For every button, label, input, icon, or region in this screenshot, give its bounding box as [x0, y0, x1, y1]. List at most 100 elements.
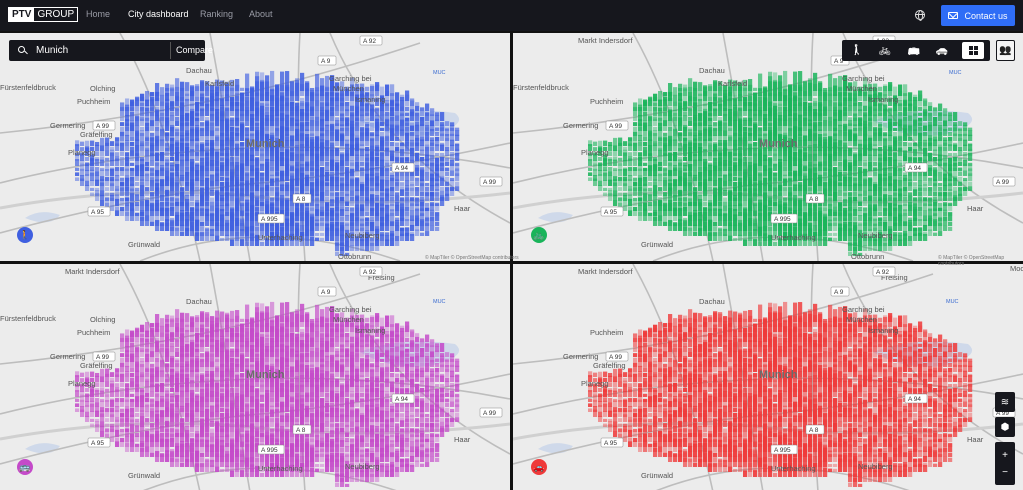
map-panel-bike[interactable]: Markt Indersdorf Dachau Garching bei Münche…	[513, 33, 1023, 261]
place-label: Karlsfeld	[718, 79, 747, 88]
place-label: Garching bei	[329, 74, 372, 83]
map-transit[interactable]: Markt Indersdorf Freising Dachau Garching b…	[0, 264, 510, 490]
nav-about[interactable]: About	[249, 9, 273, 19]
place-label: Ismaning	[355, 326, 385, 335]
zoom-controls: + −	[995, 442, 1015, 485]
map-attribution[interactable]: © MapTiler © OpenStreetMap contributors	[425, 255, 519, 261]
road-shield: A 95	[91, 209, 104, 216]
place-label: Fürstenfeldbruck	[513, 83, 569, 92]
bus-icon: 🚌	[907, 45, 921, 56]
nav-home[interactable]: Home	[86, 9, 111, 19]
map-panel-walk[interactable]: Dachau Garching bei München Ismaning Olching…	[0, 33, 510, 261]
place-label: Freising	[881, 273, 908, 282]
map-car[interactable]: Markt Indersdorf Freising Dachau Garching b…	[513, 264, 1023, 490]
city-search-input[interactable]	[36, 43, 166, 58]
mode-bike-button[interactable]: 🚲	[874, 42, 896, 59]
road-shield: A 8	[296, 196, 306, 203]
ptv-logo[interactable]: PTV GROUP	[8, 7, 79, 22]
place-label: Grünwald	[128, 471, 160, 480]
road-shield: A 9	[834, 58, 844, 65]
place-label: Ismaning	[868, 95, 898, 104]
place-label: Puchheim	[590, 328, 623, 337]
road-shield: A 99	[609, 354, 622, 361]
place-label: Planegg	[68, 148, 96, 157]
mode-transit-button[interactable]: 🚌	[903, 42, 925, 59]
road-shield: A 995	[774, 216, 791, 223]
logo-group: GROUP	[37, 9, 75, 20]
mode-walk-button[interactable]: 🚶	[846, 42, 868, 59]
place-label: Freising	[368, 273, 395, 282]
place-label: Dachau	[699, 297, 725, 306]
place-label: Unterhaching	[258, 464, 303, 473]
zoom-out-button[interactable]: −	[1002, 466, 1008, 478]
road-shield: A 95	[604, 440, 617, 447]
layers-button[interactable]: ≋	[995, 392, 1015, 412]
isochrone-transit	[75, 301, 460, 487]
road-shield: A 9	[321, 58, 331, 65]
place-label: Ismaning	[868, 326, 898, 335]
nav-ranking[interactable]: Ranking	[200, 9, 234, 19]
top-navigation-bar: PTV GROUP Home City dashboard Ranking Ab…	[0, 0, 1023, 31]
road-shield: A 8	[809, 427, 819, 434]
car-badge-icon: 🚗	[531, 459, 547, 475]
road-shield: A 99	[996, 410, 1009, 417]
place-label: Neubiberg	[345, 462, 380, 471]
compare-button[interactable]: Compare	[176, 45, 214, 55]
road-shield: A 94	[908, 396, 921, 403]
road-shield: A 99	[609, 123, 622, 130]
map-labels: Markt Indersdorf Freising Dachau Garching b…	[0, 266, 503, 480]
nav-city-dashboard[interactable]: City dashboard	[128, 9, 189, 19]
place-label: Puchheim	[77, 97, 110, 106]
walk-icon: 🚶	[850, 45, 864, 56]
isochrone-car	[588, 301, 973, 487]
bike-badge-icon: 🚲	[531, 227, 547, 243]
mail-icon	[948, 12, 959, 19]
place-label: Grünwald	[641, 471, 673, 480]
place-label: Unterhaching	[771, 233, 816, 242]
place-label: München	[333, 84, 364, 93]
place-label: Haar	[454, 204, 471, 213]
city-label: Munich	[246, 138, 285, 150]
place-label: Ismaning	[355, 95, 385, 104]
place-label: Puchheim	[77, 328, 110, 337]
globe-icon[interactable]	[915, 10, 925, 21]
place-label: Grünwald	[128, 240, 160, 249]
road-shield: A 995	[261, 216, 278, 223]
place-label: Markt Indersdorf	[578, 36, 634, 45]
place-label: Karlsfeld	[205, 79, 234, 88]
map-panel-car[interactable]: Markt Indersdorf Freising Dachau Garching b…	[513, 264, 1023, 490]
contact-us-label: Contact us	[964, 10, 1008, 21]
place-label: Gräfelfing	[593, 361, 626, 370]
place-label: Germering	[563, 121, 598, 130]
place-label: Planegg	[68, 379, 96, 388]
city-search-bar: Compare	[9, 40, 213, 61]
road-shield: A 95	[91, 440, 104, 447]
map-panel-transit[interactable]: Markt Indersdorf Freising Dachau Garching b…	[0, 264, 510, 490]
transit-badge-icon: 🚌	[17, 459, 33, 475]
place-label: Dachau	[186, 66, 212, 75]
road-shield: A 995	[774, 447, 791, 454]
map-bike[interactable]: Markt Indersdorf Dachau Garching beiMünche…	[513, 33, 1023, 261]
road-shield: A 94	[395, 396, 408, 403]
place-label: Olching	[90, 84, 115, 93]
zoom-in-button[interactable]: +	[1002, 449, 1008, 461]
place-label: Gräfelfing	[80, 130, 113, 139]
place-label: Moos	[1010, 264, 1023, 273]
bike-icon: 🚲	[878, 45, 892, 56]
mode-grid-button[interactable]	[962, 42, 984, 59]
people-button[interactable]: 👥	[996, 40, 1015, 61]
place-label: Neubiberg	[345, 231, 380, 240]
place-label: Markt Indersdorf	[65, 267, 121, 276]
place-label: Ottobrunn	[851, 252, 884, 261]
road-shield: A 8	[809, 196, 819, 203]
map-attribution[interactable]: © MapTiler © OpenStreetMap contributors	[938, 255, 1005, 267]
city-label: Munich	[759, 138, 798, 150]
contact-us-button[interactable]: Contact us	[941, 5, 1015, 26]
3d-view-button[interactable]: ⬢	[995, 417, 1015, 437]
logo-ptv: PTV	[9, 8, 35, 21]
mode-car-button[interactable]: 🚗	[931, 42, 953, 59]
road-shield: A 9	[321, 289, 331, 296]
search-icon	[18, 46, 25, 53]
